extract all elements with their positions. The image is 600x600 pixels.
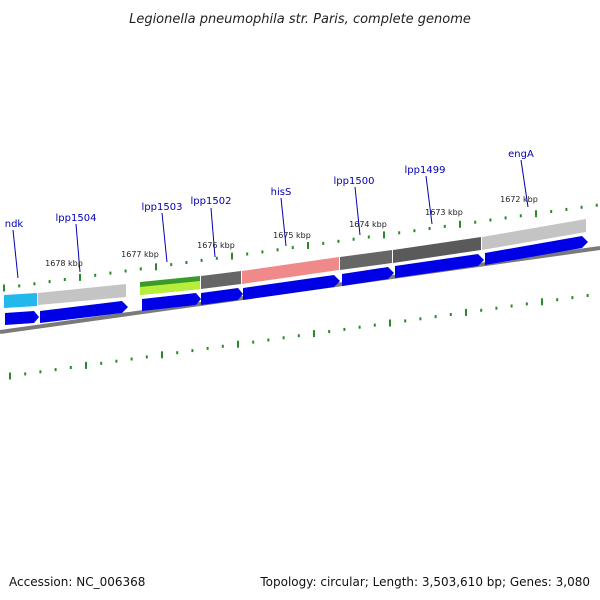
leader-line-lpp1500 bbox=[354, 186, 361, 236]
leader-line-lpp1503 bbox=[161, 212, 168, 263]
gene-labels: ndk lpp1504 lpp1503 lpp1502 hisS lpp1500… bbox=[5, 149, 534, 230]
cds-arrow-hisS[interactable] bbox=[243, 275, 340, 300]
cds-arrow-ndk[interactable] bbox=[5, 311, 39, 325]
kbp-label-1677: 1677 kbp bbox=[121, 250, 159, 259]
cds-arrow-engA[interactable] bbox=[485, 236, 588, 265]
feature-bar-lpp1502[interactable] bbox=[201, 271, 241, 289]
cds-arrows bbox=[5, 236, 588, 325]
gene-label-lpp1504[interactable]: lpp1504 bbox=[56, 213, 97, 224]
gene-label-ndk[interactable]: ndk bbox=[5, 219, 24, 230]
kbp-label-1675: 1675 kbp bbox=[273, 231, 311, 240]
leader-line-ndk bbox=[12, 229, 19, 279]
feature-bar-lpp1499[interactable] bbox=[393, 237, 481, 263]
cds-arrow-lpp1499[interactable] bbox=[395, 254, 484, 278]
gene-label-lpp1502[interactable]: lpp1502 bbox=[191, 196, 232, 207]
feature-bar-lpp1504[interactable] bbox=[38, 284, 126, 305]
kbp-labels: 1678 kbp 1677 kbp 1676 kbp 1675 kbp 1674… bbox=[45, 195, 538, 268]
upper-tick-row bbox=[3, 203, 598, 292]
feature-bar-lpp1500[interactable] bbox=[340, 250, 392, 270]
cds-arrow-lpp1500[interactable] bbox=[342, 267, 394, 286]
cds-arrow-lpp1502[interactable] bbox=[201, 288, 243, 305]
leader-line-lpp1502 bbox=[210, 207, 216, 258]
kbp-label-1676: 1676 kbp bbox=[197, 241, 235, 250]
kbp-label-1678: 1678 kbp bbox=[45, 259, 83, 268]
cds-arrow-lpp1504[interactable] bbox=[40, 301, 128, 323]
gene-label-lpp1500[interactable]: lpp1500 bbox=[334, 176, 375, 187]
feature-bar-hisS[interactable] bbox=[242, 257, 339, 284]
leader-line-lpp1499 bbox=[425, 175, 433, 225]
feature-bar-ndk[interactable] bbox=[4, 293, 37, 308]
gene-leader-lines bbox=[12, 159, 529, 279]
feature-bar-engA[interactable] bbox=[482, 219, 586, 250]
lower-tick-row bbox=[9, 294, 589, 380]
leader-line-hisS bbox=[280, 197, 287, 247]
gene-label-hisS[interactable]: hisS bbox=[271, 187, 292, 198]
feature-bar-lpp1503-light bbox=[140, 281, 200, 295]
gene-label-engA[interactable]: engA bbox=[508, 149, 534, 160]
kbp-label-1672: 1672 kbp bbox=[500, 195, 538, 204]
gene-label-lpp1503[interactable]: lpp1503 bbox=[142, 202, 183, 213]
gene-label-lpp1499[interactable]: lpp1499 bbox=[405, 165, 446, 176]
kbp-label-1673: 1673 kbp bbox=[425, 208, 463, 217]
kbp-label-1674: 1674 kbp bbox=[349, 220, 387, 229]
accession-text: Accession: NC_006368 bbox=[9, 575, 145, 589]
cds-arrow-lpp1503[interactable] bbox=[142, 293, 201, 311]
leader-line-lpp1504 bbox=[75, 223, 81, 273]
feature-bars bbox=[4, 219, 586, 308]
leader-line-engA bbox=[520, 159, 529, 208]
map-title: Legionella pneumophila str. Paris, compl… bbox=[129, 12, 471, 27]
genome-summary-text: Topology: circular; Length: 3,503,610 bp… bbox=[259, 575, 590, 589]
